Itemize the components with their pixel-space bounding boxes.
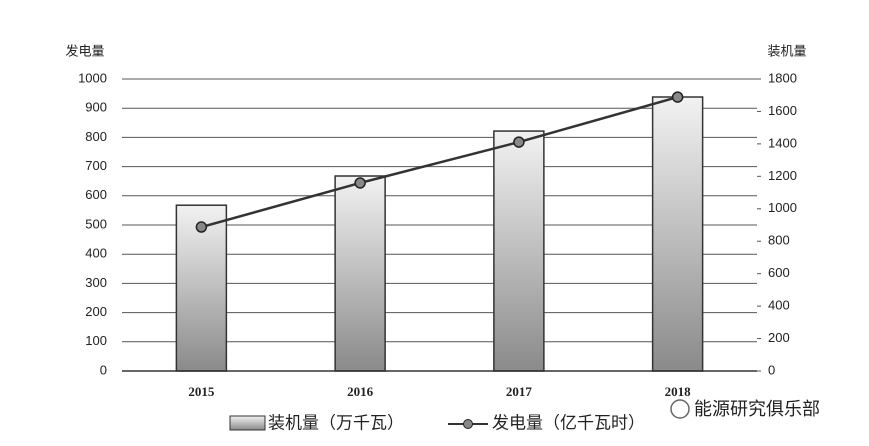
x-tick-label: 2017 (506, 384, 533, 399)
y-tick-label: 900 (85, 100, 107, 115)
y2-tick-label: 1400 (768, 135, 797, 150)
y2-tick-label: 600 (768, 265, 790, 280)
bar (493, 130, 545, 372)
bar (175, 204, 228, 372)
watermark-icon (670, 399, 690, 419)
y-tick-label: 800 (85, 129, 107, 144)
legend-label: 发电量（亿千瓦时） (492, 413, 645, 432)
y-axis-title: 发电量 (65, 43, 104, 58)
legend-label: 装机量（万千瓦） (268, 413, 404, 432)
legend-swatch (229, 415, 266, 431)
line (201, 95, 678, 229)
y-tick-label: 0 (100, 362, 107, 377)
y-tick-label: 500 (85, 216, 107, 231)
line-marker (513, 136, 525, 148)
y2-tick-label: 1800 (768, 70, 797, 85)
y-tick-label: 400 (85, 246, 107, 261)
y-tick-label: 300 (85, 275, 107, 290)
y2-tick-label: 200 (768, 330, 790, 345)
y2-tick-label: 400 (768, 298, 790, 313)
bar (334, 175, 386, 372)
y2-tick-label: 1200 (768, 168, 797, 183)
y2-axis-title: 装机量 (767, 43, 806, 58)
watermark: 能源研究俱乐部 (670, 399, 820, 419)
y-tick-label: 100 (85, 333, 107, 348)
line-marker (354, 177, 366, 189)
y-tick-label: 700 (85, 158, 107, 173)
y-tick-label: 600 (85, 187, 107, 202)
x-tick-label: 2016 (347, 384, 374, 399)
y-tick-label: 1000 (78, 70, 107, 85)
legend-swatch (463, 419, 473, 429)
y2-tick-label: 1600 (768, 103, 797, 118)
y-tick-label: 200 (85, 304, 107, 319)
x-tick-label: 2015 (188, 384, 215, 399)
line-marker (671, 91, 684, 103)
watermark-text: 能源研究俱乐部 (694, 399, 820, 419)
x-tick-label: 2018 (665, 384, 692, 399)
y2-tick-label: 1000 (768, 200, 797, 215)
line-marker (195, 221, 208, 233)
bar (651, 96, 704, 372)
y2-tick-label: 800 (768, 233, 790, 248)
y2-tick-label: 0 (768, 362, 775, 377)
